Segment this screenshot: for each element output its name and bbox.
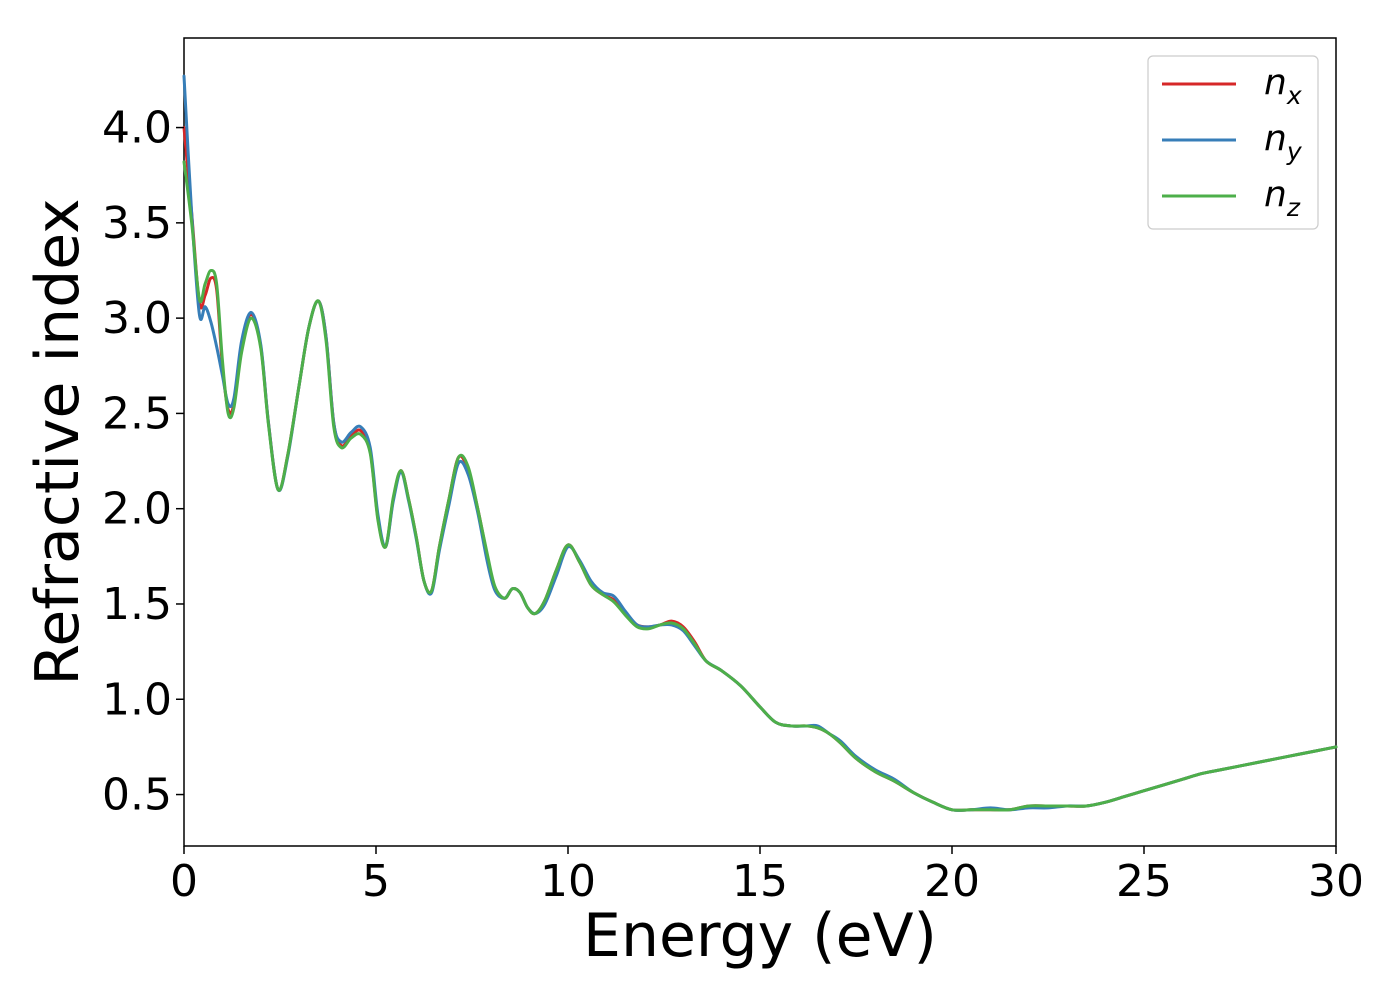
y-tick-label: 2.5 bbox=[102, 388, 172, 439]
y-tick-label: 1.0 bbox=[102, 674, 172, 725]
x-tick-label: 5 bbox=[362, 856, 390, 907]
legend-label-base: n bbox=[1264, 174, 1287, 215]
series-layer bbox=[182, 74, 1338, 812]
y-tick-label: 2.0 bbox=[102, 484, 172, 535]
y-axis-label: Refractive index bbox=[23, 198, 93, 685]
legend-label-subscript: x bbox=[1286, 81, 1302, 110]
series-line-z bbox=[182, 160, 1338, 812]
legend-label-z: nz bbox=[1264, 174, 1301, 222]
plot-area bbox=[183, 37, 1337, 847]
x-tick-label: 20 bbox=[924, 856, 980, 907]
x-tick-label: 0 bbox=[170, 856, 198, 907]
y-tick-label: 3.5 bbox=[102, 198, 172, 249]
x-tick-label: 25 bbox=[1116, 856, 1172, 907]
y-tick-label: 4.0 bbox=[102, 103, 172, 154]
y-tick-label: 3.0 bbox=[102, 293, 172, 344]
x-axis-label: Energy (eV) bbox=[583, 901, 937, 971]
x-tick-label: 30 bbox=[1308, 856, 1364, 907]
legend-box bbox=[1147, 55, 1319, 230]
y-tick-label: 0.5 bbox=[102, 770, 172, 821]
x-tick-label: 10 bbox=[540, 856, 596, 907]
legend-label-subscript: z bbox=[1286, 193, 1301, 222]
legend-label-x: nx bbox=[1264, 62, 1302, 110]
legend-label-y: ny bbox=[1264, 118, 1303, 166]
x-tick-label: 15 bbox=[732, 856, 788, 907]
legend-label-subscript: y bbox=[1286, 137, 1303, 166]
legend-label-base: n bbox=[1264, 118, 1287, 159]
y-tick-label: 1.5 bbox=[102, 579, 172, 630]
x-axis-ticks: 0 5 10 15 20 25 30 bbox=[170, 846, 1364, 907]
legend-label-base: n bbox=[1264, 62, 1287, 103]
y-axis-ticks: 0.5 1.0 1.5 2.0 2.5 3.0 3.5 4.0 bbox=[102, 103, 184, 821]
